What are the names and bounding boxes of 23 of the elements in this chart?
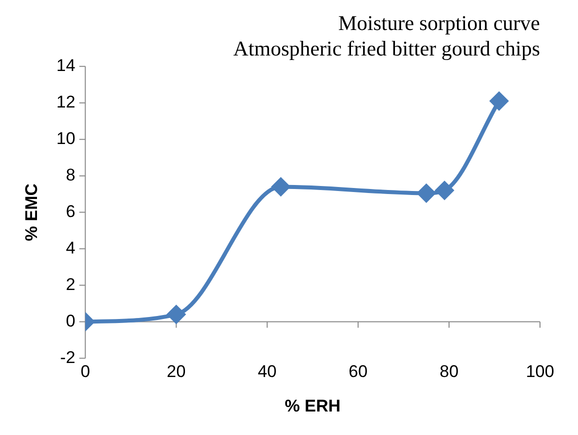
- point: [272, 178, 290, 196]
- y-tick-label: 12: [56, 92, 76, 112]
- x-tick-label: 20: [166, 362, 186, 382]
- point: [436, 181, 454, 200]
- y-tick-label: 8: [66, 166, 76, 185]
- point: [490, 92, 508, 110]
- x-tick-label: 40: [258, 362, 277, 382]
- y-tick-label: 10: [56, 129, 76, 148]
- y-tick-label: -2: [60, 348, 76, 367]
- y-tick-label: 4: [66, 238, 76, 258]
- point: [167, 305, 186, 324]
- x-tick-label: 80: [440, 362, 459, 382]
- point: [417, 184, 436, 202]
- x-tick-label: 60: [348, 362, 368, 382]
- chart-title: Moisture sorption curve Atmospheric fried bitter gourd chips: [233, 11, 540, 60]
- y-axis-title: % EMC: [22, 183, 41, 242]
- y-tick-label: 2: [66, 274, 76, 294]
- y-tick-label: 6: [66, 202, 76, 221]
- x-tick-label: 0: [80, 362, 90, 382]
- x-axis-title: % ERH: [284, 396, 341, 416]
- y-tick-label: 14: [56, 56, 76, 76]
- y-tick-label: 0: [66, 311, 76, 330]
- x-tick-label: 100: [526, 362, 554, 382]
